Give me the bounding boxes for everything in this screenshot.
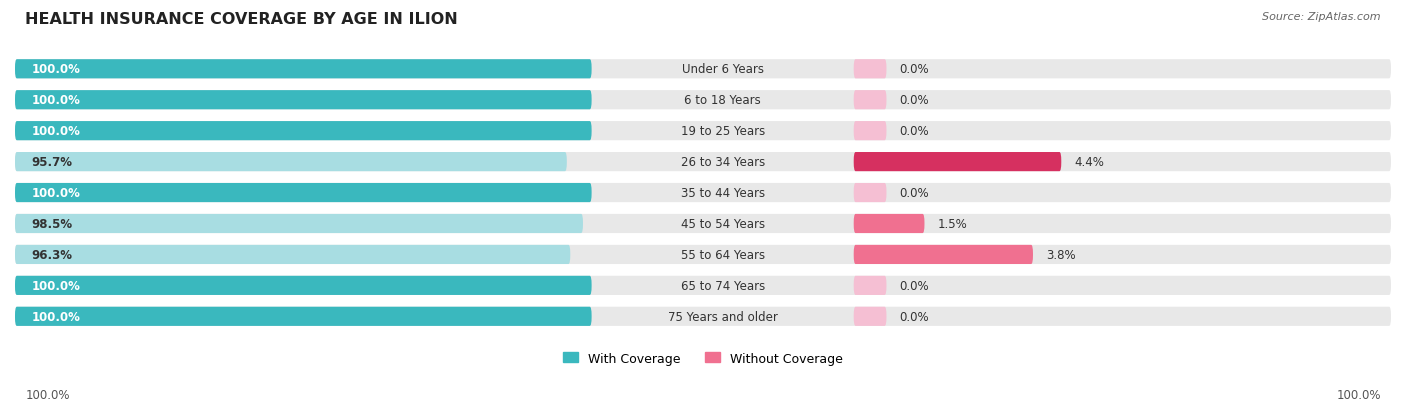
- Text: 95.7%: 95.7%: [31, 156, 72, 169]
- Text: 100.0%: 100.0%: [31, 187, 80, 199]
- Text: 65 to 74 Years: 65 to 74 Years: [681, 279, 765, 292]
- Text: 75 Years and older: 75 Years and older: [668, 310, 778, 323]
- FancyBboxPatch shape: [853, 307, 886, 326]
- FancyBboxPatch shape: [853, 122, 886, 141]
- FancyBboxPatch shape: [853, 183, 886, 203]
- FancyBboxPatch shape: [853, 214, 925, 233]
- Text: 0.0%: 0.0%: [900, 187, 929, 199]
- FancyBboxPatch shape: [15, 153, 567, 172]
- Text: 3.8%: 3.8%: [1046, 248, 1076, 261]
- FancyBboxPatch shape: [15, 122, 592, 141]
- FancyBboxPatch shape: [15, 214, 1391, 233]
- Text: 100.0%: 100.0%: [31, 94, 80, 107]
- FancyBboxPatch shape: [15, 245, 1391, 264]
- FancyBboxPatch shape: [15, 153, 1391, 172]
- Text: 1.5%: 1.5%: [938, 218, 967, 230]
- Text: 55 to 64 Years: 55 to 64 Years: [681, 248, 765, 261]
- Text: 100.0%: 100.0%: [1336, 388, 1381, 401]
- FancyBboxPatch shape: [15, 307, 592, 326]
- FancyBboxPatch shape: [853, 91, 886, 110]
- Text: HEALTH INSURANCE COVERAGE BY AGE IN ILION: HEALTH INSURANCE COVERAGE BY AGE IN ILIO…: [25, 12, 458, 27]
- FancyBboxPatch shape: [15, 183, 1391, 203]
- Text: 0.0%: 0.0%: [900, 63, 929, 76]
- Text: 0.0%: 0.0%: [900, 125, 929, 138]
- Text: 100.0%: 100.0%: [31, 63, 80, 76]
- Text: 0.0%: 0.0%: [900, 279, 929, 292]
- Text: 100.0%: 100.0%: [31, 279, 80, 292]
- Text: 100.0%: 100.0%: [31, 125, 80, 138]
- Text: 98.5%: 98.5%: [31, 218, 73, 230]
- Text: 19 to 25 Years: 19 to 25 Years: [681, 125, 765, 138]
- FancyBboxPatch shape: [853, 276, 886, 295]
- Text: 26 to 34 Years: 26 to 34 Years: [681, 156, 765, 169]
- Text: 100.0%: 100.0%: [25, 388, 70, 401]
- FancyBboxPatch shape: [15, 60, 592, 79]
- FancyBboxPatch shape: [853, 60, 886, 79]
- FancyBboxPatch shape: [15, 276, 592, 295]
- FancyBboxPatch shape: [853, 245, 1033, 264]
- FancyBboxPatch shape: [853, 153, 1062, 172]
- FancyBboxPatch shape: [15, 91, 592, 110]
- FancyBboxPatch shape: [15, 276, 1391, 295]
- Text: 6 to 18 Years: 6 to 18 Years: [685, 94, 761, 107]
- Text: 4.4%: 4.4%: [1074, 156, 1104, 169]
- FancyBboxPatch shape: [15, 307, 1391, 326]
- Text: 96.3%: 96.3%: [31, 248, 72, 261]
- Text: Source: ZipAtlas.com: Source: ZipAtlas.com: [1263, 12, 1381, 22]
- FancyBboxPatch shape: [15, 122, 1391, 141]
- FancyBboxPatch shape: [15, 91, 1391, 110]
- FancyBboxPatch shape: [15, 214, 583, 233]
- FancyBboxPatch shape: [15, 183, 592, 203]
- Legend: With Coverage, Without Coverage: With Coverage, Without Coverage: [558, 347, 848, 370]
- Text: 0.0%: 0.0%: [900, 310, 929, 323]
- Text: Under 6 Years: Under 6 Years: [682, 63, 763, 76]
- Text: 0.0%: 0.0%: [900, 94, 929, 107]
- FancyBboxPatch shape: [15, 245, 571, 264]
- Text: 100.0%: 100.0%: [31, 310, 80, 323]
- FancyBboxPatch shape: [15, 60, 1391, 79]
- Text: 35 to 44 Years: 35 to 44 Years: [681, 187, 765, 199]
- Text: 45 to 54 Years: 45 to 54 Years: [681, 218, 765, 230]
